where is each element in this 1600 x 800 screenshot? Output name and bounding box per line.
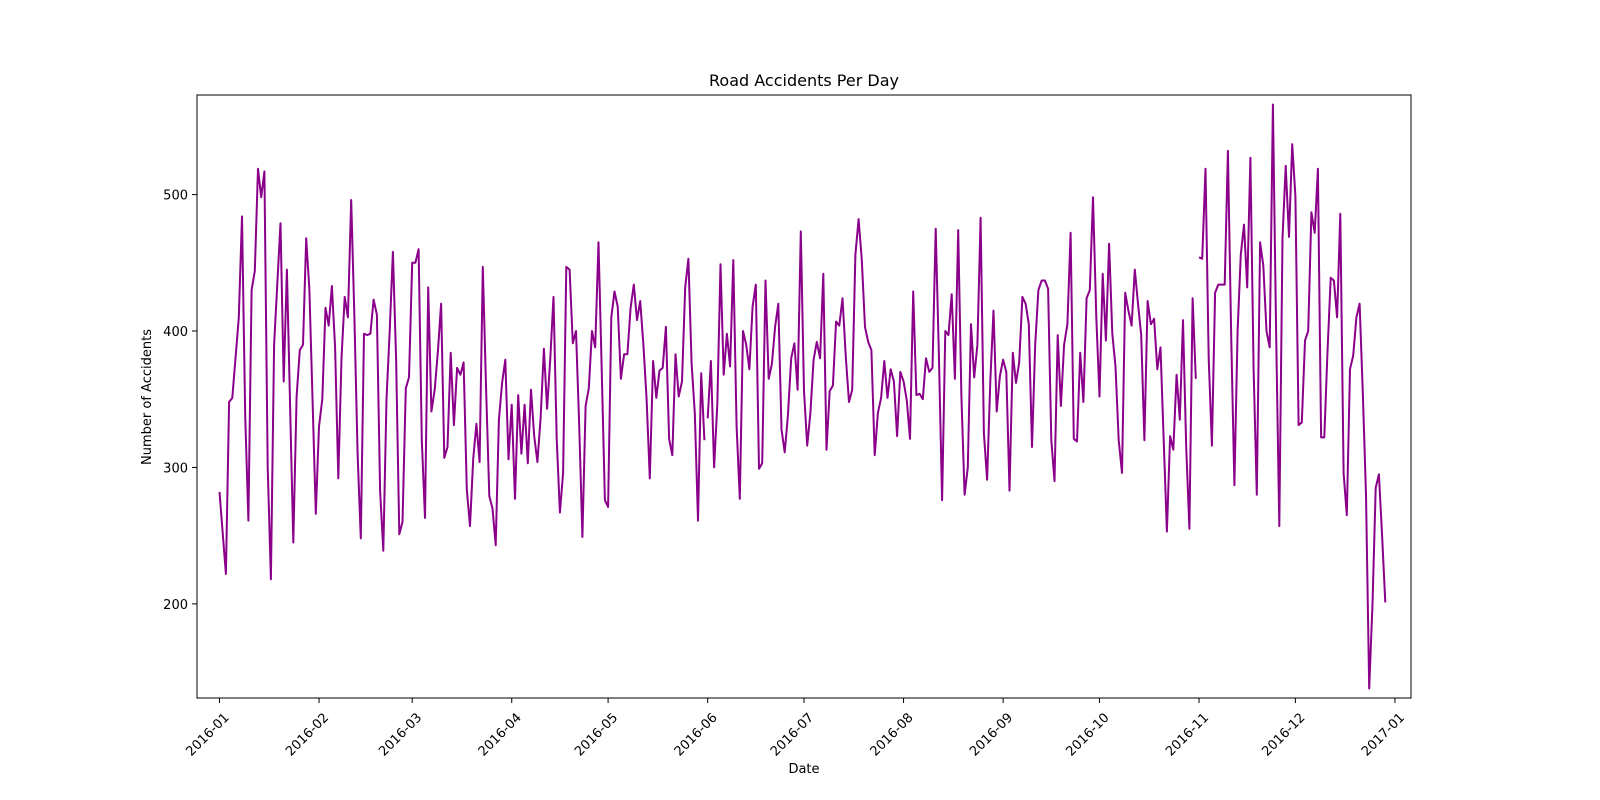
x-tick-label: 2016-07 [768, 710, 817, 759]
x-tick-label: 2016-12 [1259, 710, 1308, 759]
y-tick-label: 200 [163, 598, 188, 613]
x-tick-label: 2016-05 [572, 710, 621, 759]
y-tick-label: 500 [163, 189, 188, 204]
x-axis: 2016-01 2016-02 2016-03 2016-04 2016-05 2016-… [184, 698, 1408, 759]
x-tick-label: 2016-02 [283, 710, 332, 759]
x-tick-label: 2016-04 [476, 710, 525, 759]
x-tick-label: 2016-10 [1063, 710, 1112, 759]
series-line-segment-2 [706, 196, 1197, 533]
y-axis: 200 300 400 500 [163, 189, 197, 613]
series-line-segment-1 [218, 167, 706, 581]
x-tick-label: 2016-06 [672, 710, 721, 759]
x-tick-label: 2016-01 [184, 710, 233, 759]
series-layer [218, 103, 1387, 690]
chart-title: Road Accidents Per Day [709, 71, 899, 90]
y-axis-label: Number of Accidents [140, 329, 155, 465]
x-tick-label: 2017-01 [1359, 710, 1408, 759]
y-tick-label: 400 [163, 325, 188, 340]
y-tick-label: 300 [163, 461, 188, 476]
x-tick-label: 2016-11 [1163, 710, 1212, 759]
x-axis-label: Date [788, 762, 819, 777]
x-tick-label: 2016-09 [967, 710, 1016, 759]
x-tick-label: 2016-03 [376, 710, 425, 759]
x-tick-label: 2016-08 [868, 710, 917, 759]
series-line-segment-3 [1198, 103, 1387, 690]
